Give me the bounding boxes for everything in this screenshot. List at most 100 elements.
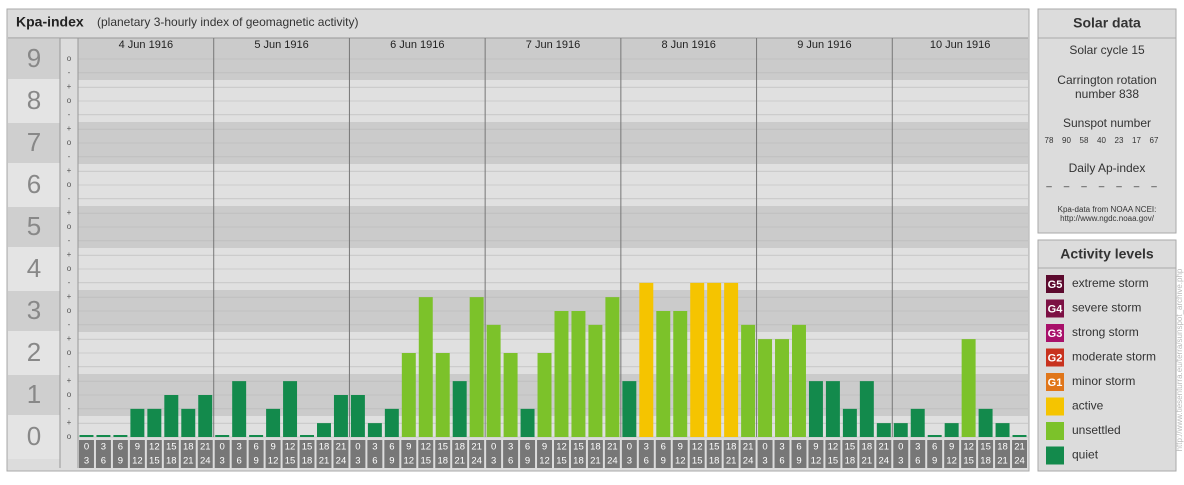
chart-subtitle: (planetary 3-hourly index of geomagnetic… (97, 15, 358, 29)
hour-box (876, 440, 892, 468)
day-label: 10 Jun 1916 (930, 39, 991, 51)
legend-swatch (1046, 422, 1064, 440)
legend-badge: G5 (1048, 279, 1063, 291)
bar (876, 423, 891, 437)
sunspot: 23 (1115, 136, 1124, 145)
y-tick-label: 1 (27, 379, 41, 409)
hour-start: 9 (678, 442, 683, 453)
bar (113, 435, 128, 437)
bar (910, 408, 925, 437)
bar (995, 423, 1010, 437)
minor-tick-label: - (68, 194, 71, 203)
minor-tick-label: - (68, 110, 71, 119)
hour-box (486, 440, 502, 468)
axis-band (8, 123, 60, 163)
hour-end: 24 (743, 456, 754, 467)
hour-box (689, 440, 705, 468)
bar (164, 395, 179, 437)
bar (978, 408, 993, 437)
hour-start: 18 (862, 442, 873, 453)
hour-start: 18 (319, 442, 330, 453)
hour-end: 3 (491, 456, 496, 467)
hour-start: 12 (963, 442, 974, 453)
bar (418, 297, 433, 437)
legend-label: moderate storm (1072, 350, 1156, 364)
sunspot: 40 (1097, 136, 1106, 145)
minor-tick-label: - (68, 278, 71, 287)
bar (300, 435, 314, 437)
hour-box (282, 440, 298, 468)
hour-start: 21 (879, 442, 890, 453)
hour-start: 15 (166, 442, 177, 453)
solar-cycle: Solar cycle 15 (1069, 43, 1145, 57)
bar (690, 282, 705, 437)
minor-tick-label: o (67, 348, 72, 357)
hour-start: 6 (525, 442, 530, 453)
hour-end: 12 (404, 456, 415, 467)
bar (893, 423, 908, 437)
hour-end: 15 (692, 456, 703, 467)
legend-label: extreme storm (1072, 276, 1149, 290)
hour-end: 12 (811, 456, 822, 467)
hour-start: 12 (556, 442, 567, 453)
axis-band (8, 291, 60, 331)
hour-box (214, 440, 230, 468)
hour-box (316, 440, 332, 468)
hour-start: 3 (508, 442, 513, 453)
hour-start: 21 (471, 442, 482, 453)
bar (792, 324, 806, 437)
hour-end: 9 (389, 456, 394, 467)
y-tick-label: 9 (27, 43, 41, 73)
bar (639, 282, 654, 437)
legend-swatch (1046, 446, 1064, 465)
hour-start: 3 (779, 442, 784, 453)
hour-box (842, 440, 858, 468)
chart-title: Kpa-index (16, 14, 84, 30)
hour-start: 6 (796, 442, 801, 453)
bar (147, 408, 162, 437)
legend-swatch (1046, 275, 1064, 293)
hour-end: 21 (862, 456, 873, 467)
minor-tick-label: o (67, 390, 72, 399)
hour-end: 15 (285, 456, 296, 467)
bar (503, 353, 518, 437)
hour-end: 6 (644, 456, 649, 467)
y-tick-label: 4 (27, 253, 41, 283)
hour-end: 24 (336, 456, 347, 467)
hour-box (435, 440, 451, 468)
axis-band (8, 249, 60, 289)
hour-box (791, 440, 807, 468)
day-label: 5 Jun 1916 (254, 39, 308, 51)
bar (266, 408, 281, 437)
legend-badge: G3 (1048, 328, 1063, 340)
hour-start: 6 (389, 442, 394, 453)
hour-box (180, 440, 196, 468)
hour-start: 18 (590, 442, 601, 453)
hour-start: 15 (709, 442, 720, 453)
legend-badge: G4 (1048, 303, 1064, 315)
hour-start: 18 (997, 442, 1008, 453)
legend-label: strong storm (1072, 325, 1139, 339)
hour-end: 12 (268, 456, 279, 467)
carrington: number 838 (1075, 87, 1139, 101)
bar (859, 381, 874, 437)
hour-end: 9 (253, 456, 258, 467)
hour-end: 18 (166, 456, 177, 467)
legend-swatch (1046, 324, 1064, 342)
minor-tick-label: + (67, 376, 72, 385)
hour-box (129, 440, 145, 468)
hour-box (265, 440, 281, 468)
legend-swatch (1046, 373, 1064, 391)
hour-start: 21 (607, 442, 618, 453)
axis-band (8, 165, 60, 205)
hour-start: 15 (845, 442, 856, 453)
hour-box (95, 440, 111, 468)
hour-end: 9 (661, 456, 666, 467)
hour-start: 6 (932, 442, 937, 453)
axis-band (8, 333, 60, 373)
hour-start: 6 (661, 442, 666, 453)
hour-box (163, 440, 179, 468)
y-tick-label: 0 (27, 421, 41, 451)
legend-title: Activity levels (1060, 246, 1154, 262)
